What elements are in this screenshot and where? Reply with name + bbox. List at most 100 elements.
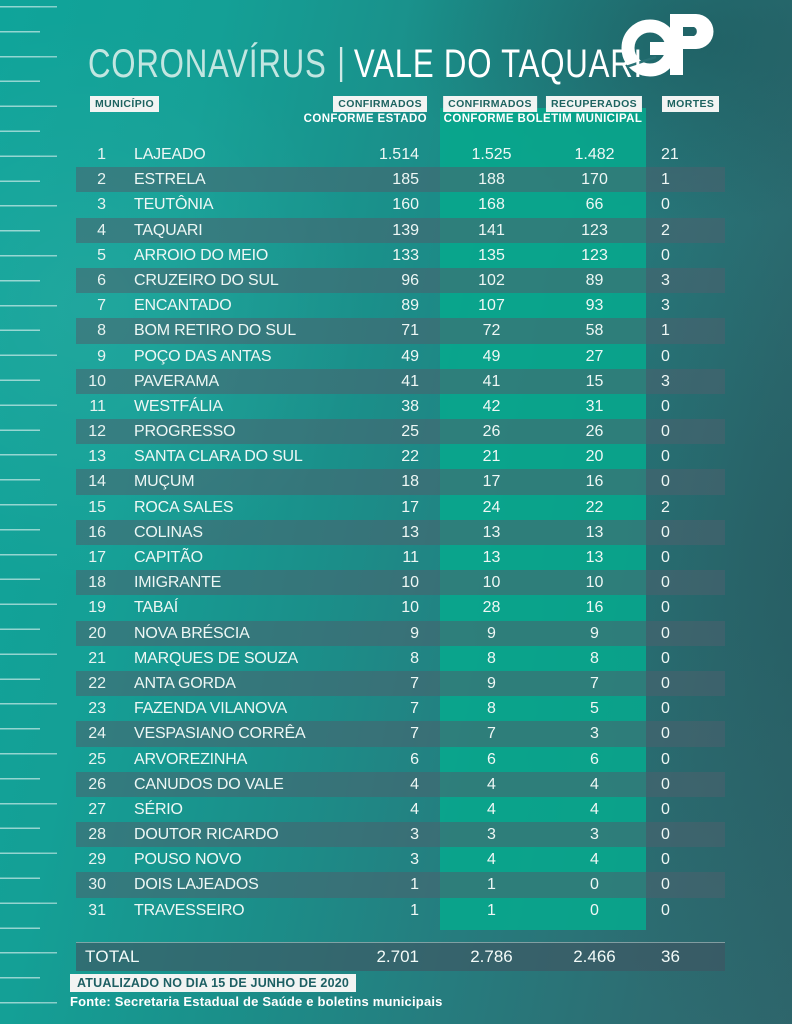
mortes-value: 0 [661, 700, 670, 718]
column-gap [419, 268, 440, 293]
row-number: 7 [97, 297, 106, 315]
recuperados-value: 3 [590, 725, 599, 743]
decorative-lines-short [40, 6, 57, 1014]
municipality-name: TAQUARI [134, 221, 203, 239]
total-mortes: 36 [661, 947, 680, 966]
page-title: CORONAVÍRUS VALE DO TAQUARI [88, 42, 792, 87]
confirmados-estado-value: 7 [410, 700, 419, 718]
column-gap [419, 822, 440, 847]
subheader-conforme-estado: CONFORME ESTADO [303, 113, 427, 125]
confirmados-estado-value: 1 [410, 901, 419, 919]
municipality-name: COLINAS [134, 523, 203, 541]
confirmados-estado-value: 1 [410, 876, 419, 894]
confirmados-municipal-value: 141 [478, 221, 505, 239]
column-gap [419, 218, 440, 243]
table-row: 19 TABAÍ 10 28 16 0 [76, 595, 725, 620]
column-gap [419, 696, 440, 721]
column-header-confirmados-municipal: CONFIRMADOS [443, 96, 537, 112]
confirmados-municipal-value: 9 [487, 624, 496, 642]
confirmados-municipal-value: 1 [487, 876, 496, 894]
recuperados-value: 9 [590, 624, 599, 642]
column-gap [419, 797, 440, 822]
row-number: 6 [97, 271, 106, 289]
row-number: 1 [97, 146, 106, 163]
column-gap [419, 167, 440, 192]
confirmados-municipal-value: 24 [482, 498, 501, 516]
recuperados-value: 13 [585, 523, 604, 541]
column-gap [419, 495, 440, 520]
total-recuperados: 2.466 [573, 947, 616, 966]
table-rows: 1 LAJEADO 1.514 1.525 1.482 21 2 ESTRELA… [76, 142, 725, 923]
column-gap [419, 772, 440, 797]
total-label: TOTAL [85, 947, 140, 966]
municipality-name: CAPITÃO [134, 549, 203, 566]
confirmados-estado-value: 25 [401, 423, 419, 441]
total-spacer [419, 943, 440, 971]
confirmados-municipal-value: 13 [482, 523, 501, 541]
mortes-value: 3 [661, 271, 670, 289]
source-note: Fonte: Secretaria Estadual de Saúde e bo… [70, 994, 443, 1009]
recuperados-value: 66 [585, 196, 604, 214]
row-number: 18 [88, 574, 106, 592]
mortes-value: 3 [661, 297, 670, 315]
mortes-value: 0 [661, 876, 670, 894]
confirmados-municipal-value: 10 [482, 574, 501, 592]
column-gap [419, 142, 440, 167]
municipality-name: DOIS LAJEADOS [134, 876, 259, 894]
row-number: 20 [88, 624, 106, 642]
municipality-name: POUSO NOVO [134, 851, 242, 869]
confirmados-estado-value: 139 [392, 221, 419, 239]
row-number: 22 [88, 674, 106, 692]
footer: ATUALIZADO NO DIA 15 DE JUNHO DE 2020 Fo… [70, 974, 443, 1009]
recuperados-value: 58 [585, 322, 604, 340]
mortes-value: 0 [661, 448, 670, 466]
mortes-value: 0 [661, 624, 670, 642]
recuperados-value: 123 [581, 221, 608, 239]
column-gap [419, 872, 440, 897]
recuperados-value: 31 [585, 397, 604, 415]
confirmados-municipal-value: 4 [487, 775, 496, 793]
municipality-name: VESPASIANO CORRÊA [134, 725, 306, 743]
confirmados-estado-value: 49 [401, 347, 419, 365]
table-row: 7 ENCANTADO 89 107 93 3 [76, 293, 725, 318]
column-gap [419, 369, 440, 394]
column-gap [419, 646, 440, 671]
confirmados-estado-value: 18 [401, 473, 419, 491]
confirmados-municipal-value: 13 [482, 549, 501, 566]
confirmados-estado-value: 71 [401, 322, 419, 340]
recuperados-value: 5 [590, 700, 599, 718]
mortes-value: 0 [661, 196, 670, 214]
table-row: 14 MUÇUM 18 17 16 0 [76, 469, 725, 495]
confirmados-municipal-value: 41 [482, 372, 501, 390]
mortes-value: 1 [661, 171, 670, 189]
row-number: 21 [88, 649, 106, 667]
municipality-name: CANUDOS DO VALE [134, 775, 284, 793]
column-header-mortes: MORTES [662, 96, 720, 112]
mortes-value: 0 [661, 851, 670, 869]
column-gap [419, 444, 440, 469]
municipality-name: POÇO DAS ANTAS [134, 347, 272, 365]
row-number: 27 [88, 800, 106, 818]
confirmados-municipal-value: 102 [478, 271, 505, 289]
updated-date-badge: ATUALIZADO NO DIA 15 DE JUNHO DE 2020 [70, 974, 357, 992]
mortes-value: 21 [661, 146, 679, 163]
confirmados-estado-value: 10 [401, 599, 419, 617]
municipality-name: ARVOREZINHA [134, 750, 248, 768]
column-header-confirmados-estado: CONFIRMADOS [333, 96, 427, 112]
confirmados-estado-value: 38 [401, 397, 419, 415]
mortes-value: 0 [661, 246, 670, 264]
table-row: 22 ANTA GORDA 7 9 7 0 [76, 670, 725, 697]
confirmados-municipal-value: 3 [487, 826, 496, 844]
mortes-value: 0 [661, 549, 670, 566]
confirmados-estado-value: 22 [401, 448, 419, 466]
title-region: VALE DO TAQUARI [353, 42, 643, 86]
column-gap [419, 898, 440, 923]
column-gap [419, 671, 440, 696]
confirmados-municipal-value: 1.525 [471, 146, 512, 163]
municipality-name: SÉRIO [134, 800, 183, 818]
row-number: 2 [97, 171, 106, 189]
table-row: 6 CRUZEIRO DO SUL 96 102 89 3 [76, 267, 725, 294]
table-row: 30 DOIS LAJEADOS 1 1 0 0 [76, 872, 725, 898]
municipality-name: WESTFÁLIA [134, 397, 223, 415]
